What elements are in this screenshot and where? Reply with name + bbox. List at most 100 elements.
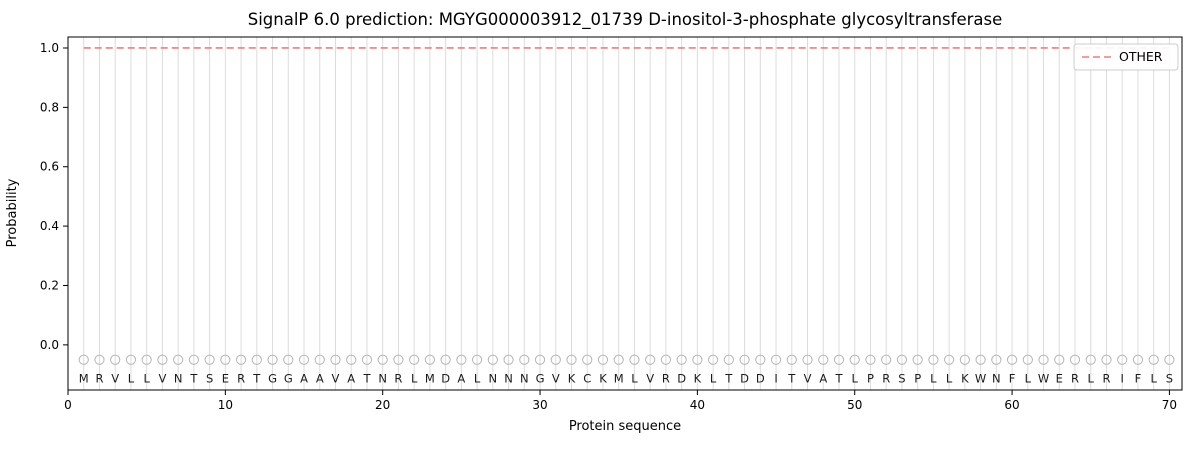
residue-letter: V xyxy=(646,372,654,386)
residue-circle xyxy=(487,354,498,365)
x-tick-label: 40 xyxy=(690,398,705,412)
residue-letter: P xyxy=(914,372,921,386)
residue-circle xyxy=(125,354,137,365)
residue-circle xyxy=(409,354,420,365)
x-tick-label: 10 xyxy=(218,398,233,412)
residue-letter: G xyxy=(284,372,293,386)
residue-circle xyxy=(1148,354,1159,365)
residue-letter: R xyxy=(662,372,670,386)
y-tick-label: 0.6 xyxy=(40,160,59,174)
residue-circle xyxy=(660,354,672,365)
residue-letter: E xyxy=(222,372,229,386)
residue-letter: K xyxy=(694,372,702,386)
residue-circle xyxy=(204,354,215,365)
residue-circle xyxy=(393,354,404,365)
residue-letter: W xyxy=(1038,372,1049,386)
residue-letter: M xyxy=(79,372,89,386)
x-tick-label: 60 xyxy=(1004,398,1019,412)
residue-circle xyxy=(676,354,687,365)
residue-circle xyxy=(928,354,939,365)
residue-letter: T xyxy=(834,372,843,386)
residue-letter: T xyxy=(252,372,261,386)
residue-letter: R xyxy=(394,372,402,386)
residue-letter: A xyxy=(819,372,827,386)
y-tick-label: 0.0 xyxy=(40,338,59,352)
residue-letter: R xyxy=(95,372,103,386)
residue-circle xyxy=(1054,354,1065,365)
residue-letter: L xyxy=(930,372,937,386)
residue-circle xyxy=(424,354,435,365)
residue-circle xyxy=(708,354,719,365)
residue-letter: A xyxy=(347,372,355,386)
residue-circle xyxy=(550,354,561,365)
residue-letter: R xyxy=(1071,372,1079,386)
residue-circle xyxy=(1022,354,1033,365)
residue-letter: L xyxy=(946,372,953,386)
residue-letter: R xyxy=(1102,372,1110,386)
residue-circle xyxy=(377,354,388,365)
residue-letter: L xyxy=(128,372,135,386)
residue-circle xyxy=(692,354,703,365)
x-tick-label: 50 xyxy=(847,398,862,412)
residue-circle xyxy=(173,354,184,365)
residue-circle xyxy=(802,354,813,365)
residue-circle xyxy=(912,354,923,365)
residue-letter: N xyxy=(992,372,1001,386)
residue-letter: D xyxy=(740,372,749,386)
residue-letter: S xyxy=(206,372,213,386)
residue-letter: T xyxy=(189,372,198,386)
residue-circle xyxy=(534,354,546,365)
residue-letter: F xyxy=(1135,372,1142,386)
residue-letter: S xyxy=(898,372,905,386)
residue-circle xyxy=(1164,354,1175,365)
residue-circle xyxy=(1038,354,1049,365)
residue-letter: A xyxy=(300,372,308,386)
residue-circle xyxy=(566,354,577,365)
residue-letter: S xyxy=(1166,372,1173,386)
residue-circle xyxy=(739,354,750,365)
residue-letter: M xyxy=(425,372,435,386)
axis-ticks: 0 10 20 30 40 50 60 70 0.0 0.2 0.4 0.6 0.8 1.0 xyxy=(40,41,1177,412)
y-tick-label: 0.2 xyxy=(40,278,59,292)
residue-letter: I xyxy=(1121,372,1124,386)
residue-circle xyxy=(1069,354,1081,365)
residue-circle xyxy=(770,354,782,365)
residue-circle xyxy=(141,354,152,365)
chart-title: SignalP 6.0 prediction: MGYG000003912_01… xyxy=(248,10,1003,30)
residue-circle xyxy=(440,354,451,365)
legend-label-other: OTHER xyxy=(1119,49,1163,64)
y-tick-label: 0.4 xyxy=(40,219,59,233)
residue-letter: A xyxy=(316,372,324,386)
residue-circle xyxy=(1101,354,1112,365)
y-tick-label: 1.0 xyxy=(40,41,59,55)
residue-circle xyxy=(1117,354,1128,365)
residue-circle xyxy=(471,354,483,365)
residue-circle xyxy=(298,354,310,365)
residue-letter: C xyxy=(583,372,591,386)
residue-letter: F xyxy=(1009,372,1016,386)
residue-letter: V xyxy=(111,372,119,386)
residue-circle xyxy=(881,354,892,365)
residue-letter: L xyxy=(1150,372,1157,386)
residue-letter: L xyxy=(1088,372,1095,386)
residue-letter: G xyxy=(536,372,545,386)
residue-circle xyxy=(188,354,199,365)
residue-circle xyxy=(786,354,797,365)
residue-circle xyxy=(833,354,845,365)
residue-circle xyxy=(330,354,341,365)
residue-circle xyxy=(94,354,105,365)
residue-circle xyxy=(582,354,593,365)
residue-letter: W xyxy=(975,372,986,386)
residue-letter: N xyxy=(378,372,387,386)
residue-circle xyxy=(849,354,860,365)
residue-circle xyxy=(220,354,231,365)
gridlines xyxy=(83,37,1170,390)
residue-letter: L xyxy=(631,372,638,386)
residue-circle xyxy=(519,354,530,365)
residue-circle xyxy=(503,354,514,365)
residue-circle xyxy=(267,354,278,365)
residue-circle xyxy=(456,354,467,365)
residue-letter: D xyxy=(441,372,450,386)
residue-letter: N xyxy=(174,372,183,386)
